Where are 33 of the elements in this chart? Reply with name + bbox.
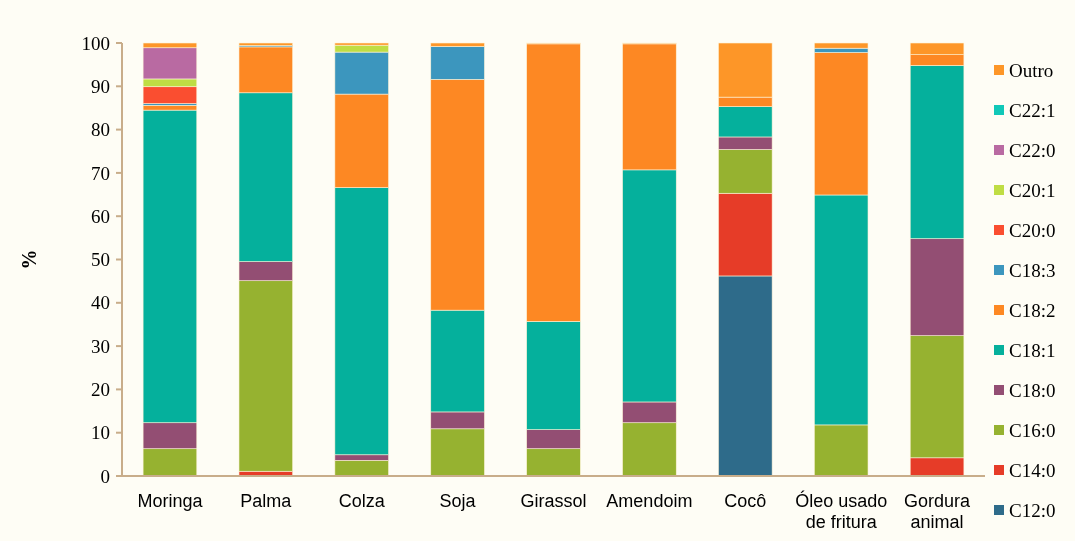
y-tick-label: 90: [91, 75, 110, 97]
x-tick-label: Girassol: [520, 491, 587, 511]
y-tick-label: 10: [91, 422, 110, 444]
x-tick-label: Colza: [338, 491, 386, 511]
y-tick-label: 30: [91, 335, 110, 357]
y-tick-label: 50: [91, 249, 110, 271]
legend-label: C16:0: [1009, 419, 1056, 441]
y-tick-label: 0: [100, 465, 110, 487]
x-tick-label: Óleo usado de fritura: [795, 490, 888, 532]
y-tick-label: 20: [91, 379, 110, 401]
legend-label: C14:0: [1009, 459, 1056, 481]
legend-label: C22:0: [1009, 139, 1056, 161]
legend-label: C22:1: [1009, 99, 1056, 121]
y-tick-label: 100: [81, 32, 110, 54]
y-tick-label: 40: [91, 292, 110, 314]
legend-label: C18:2: [1009, 299, 1056, 321]
legend-label: Outro: [1009, 59, 1054, 81]
legend-label: C12:0: [1009, 499, 1056, 521]
x-tick-label: Gordura animal: [904, 491, 972, 532]
y-tick-label: 80: [91, 119, 110, 141]
legend-label: C18:1: [1009, 339, 1056, 361]
x-tick-label: Soja: [439, 491, 477, 511]
x-tick-label: Palma: [240, 491, 293, 511]
y-tick-label: 60: [91, 205, 110, 227]
x-tick-label: Moringa: [137, 491, 204, 511]
y-tick-label: 70: [91, 162, 110, 184]
legend-label: C18:0: [1009, 379, 1056, 401]
x-tick-label: Amendoim: [606, 491, 693, 511]
legend-label: C20:0: [1009, 219, 1056, 241]
legend-label: C18:3: [1009, 259, 1056, 281]
y-axis-title: %: [18, 249, 40, 270]
x-tick-label: Cocô: [724, 491, 767, 511]
legend-label: C20:1: [1009, 179, 1056, 201]
